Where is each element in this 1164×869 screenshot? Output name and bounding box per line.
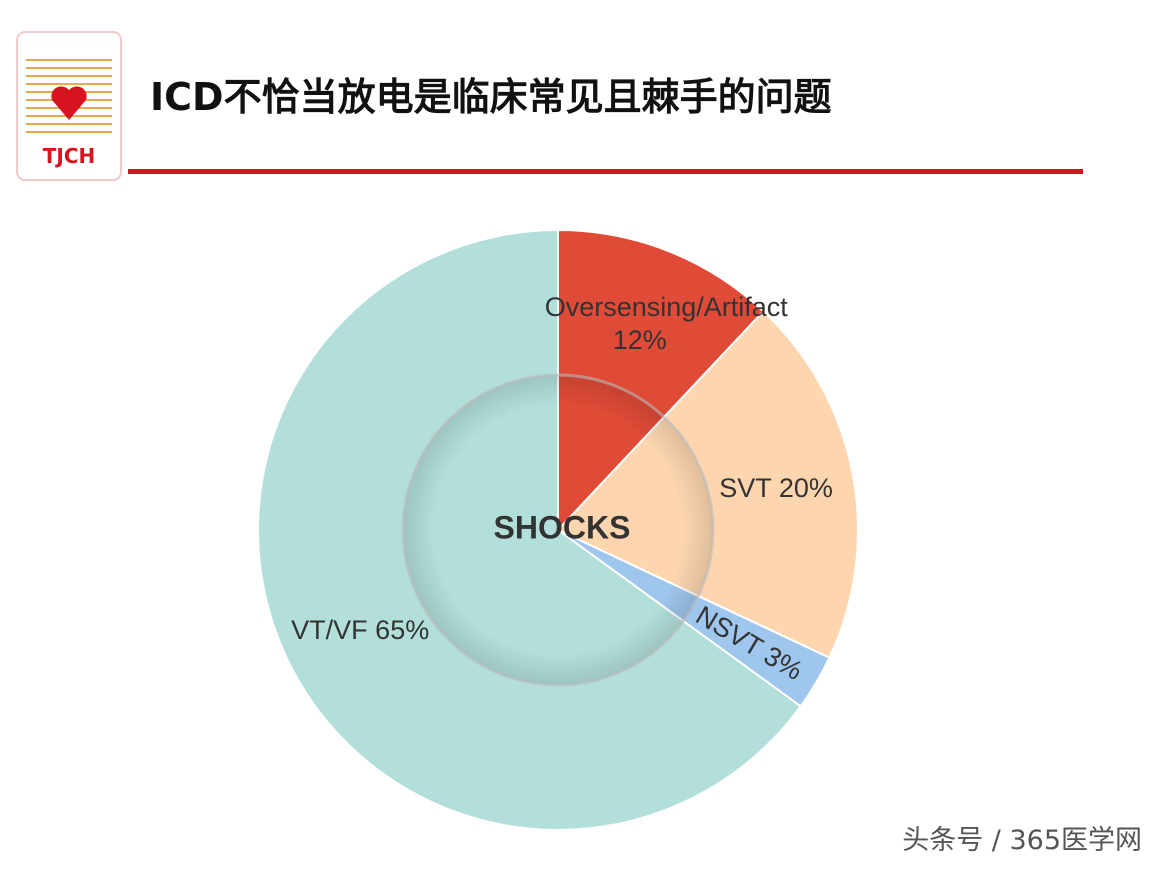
slide-title: ICD不恰当放电是临床常见且棘手的问题	[150, 75, 832, 119]
inner-ring	[401, 373, 715, 687]
logo-text: TJCH	[43, 144, 96, 168]
slice-value: 20%	[778, 472, 833, 503]
data-label: VT/VF 65%	[265, 614, 455, 647]
logo: TJCH	[16, 31, 122, 181]
logo-heart	[51, 86, 87, 120]
data-label: SVT 20%	[681, 472, 871, 505]
slice	[556, 309, 859, 660]
slice-value: 65%	[375, 615, 430, 646]
slice-category: Oversensing/Artifact	[544, 291, 788, 322]
watermark: 头条号 / 365医学网	[902, 825, 1142, 856]
center-label: SHOCKS	[494, 509, 631, 545]
slice-category: SVT	[719, 472, 772, 503]
slice-category: VT/VF	[291, 615, 368, 646]
data-label: Oversensing/Artifact 12%	[545, 291, 788, 357]
slice-value: 12%	[612, 324, 667, 355]
title-rule	[128, 169, 1083, 174]
